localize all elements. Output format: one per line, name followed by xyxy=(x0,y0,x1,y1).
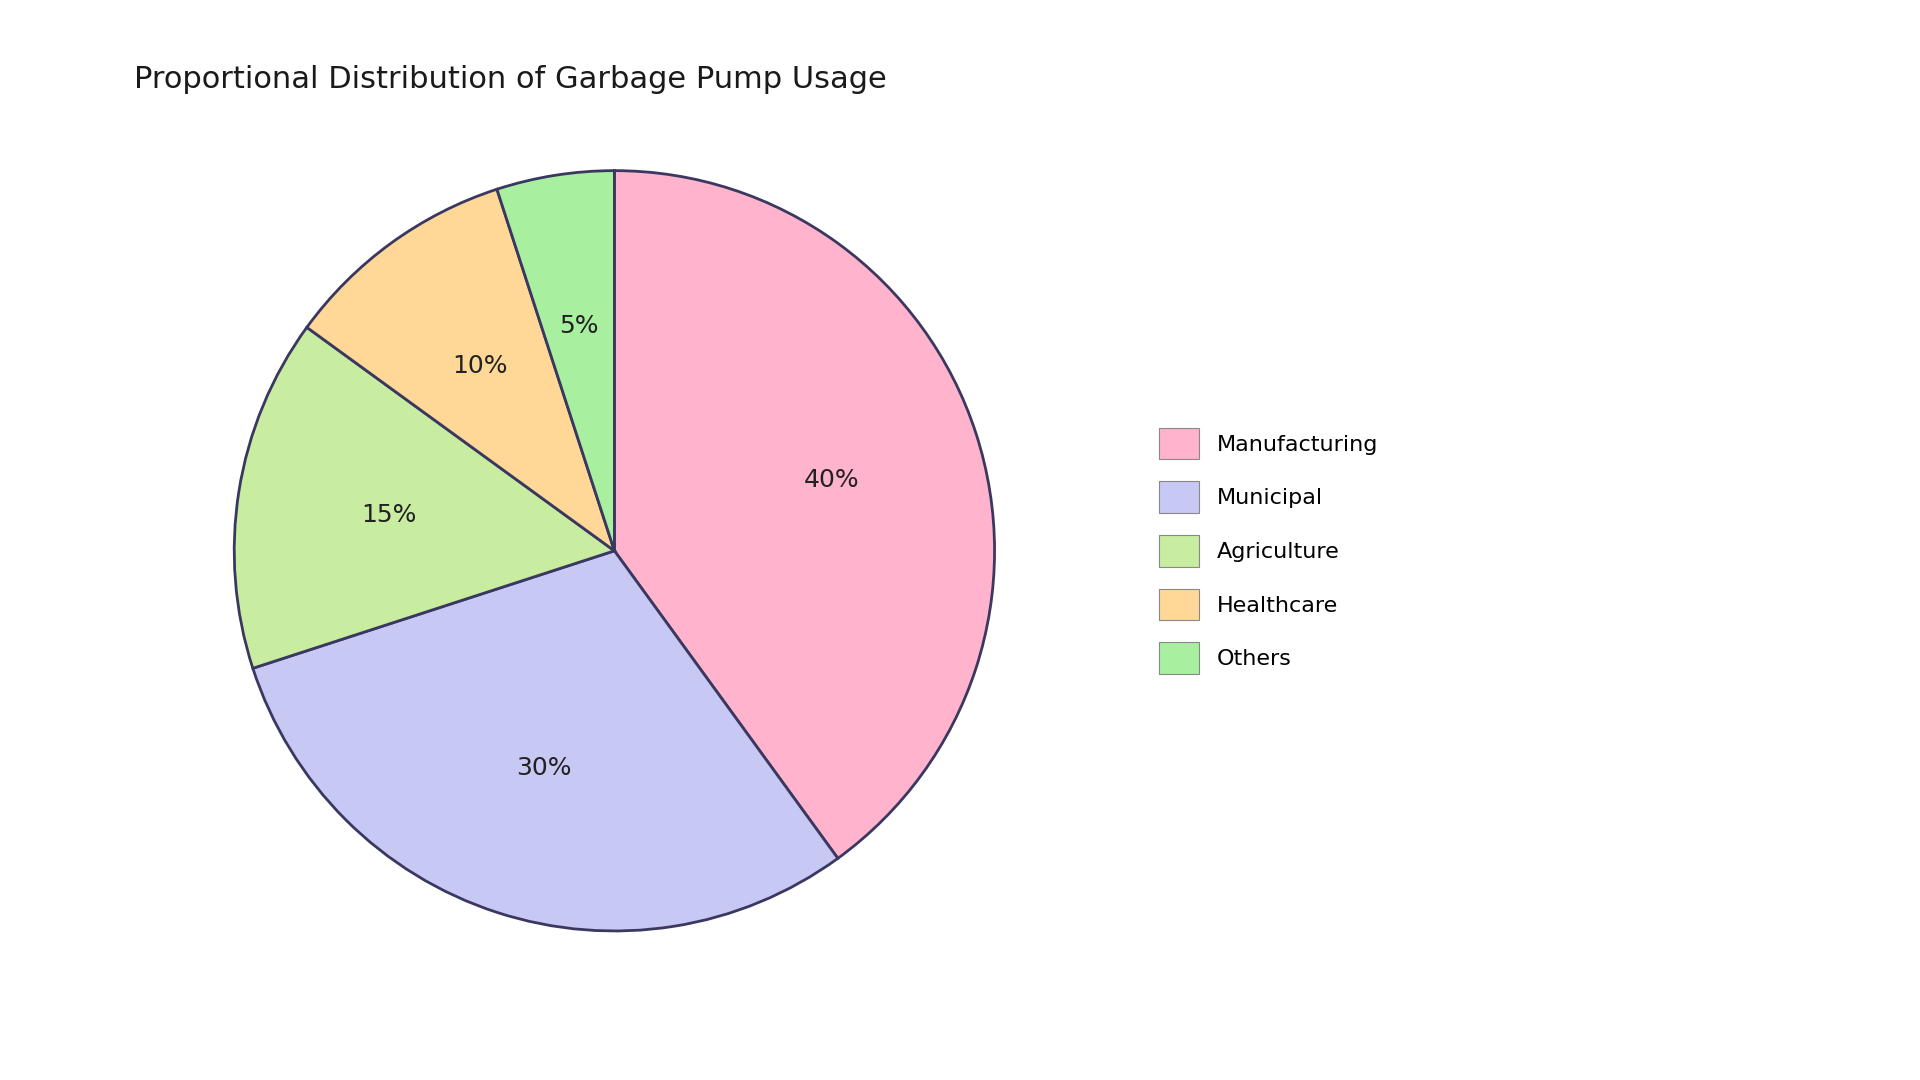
Wedge shape xyxy=(234,327,614,669)
Text: 15%: 15% xyxy=(361,503,417,527)
Wedge shape xyxy=(497,171,614,551)
Text: 30%: 30% xyxy=(516,756,572,780)
Legend: Manufacturing, Municipal, Agriculture, Healthcare, Others: Manufacturing, Municipal, Agriculture, H… xyxy=(1148,417,1390,685)
Wedge shape xyxy=(253,551,837,931)
Wedge shape xyxy=(307,189,614,551)
Text: 5%: 5% xyxy=(559,313,599,338)
Text: Proportional Distribution of Garbage Pump Usage: Proportional Distribution of Garbage Pum… xyxy=(134,65,887,94)
Wedge shape xyxy=(614,171,995,859)
Text: 10%: 10% xyxy=(453,354,509,378)
Text: 40%: 40% xyxy=(803,469,858,492)
